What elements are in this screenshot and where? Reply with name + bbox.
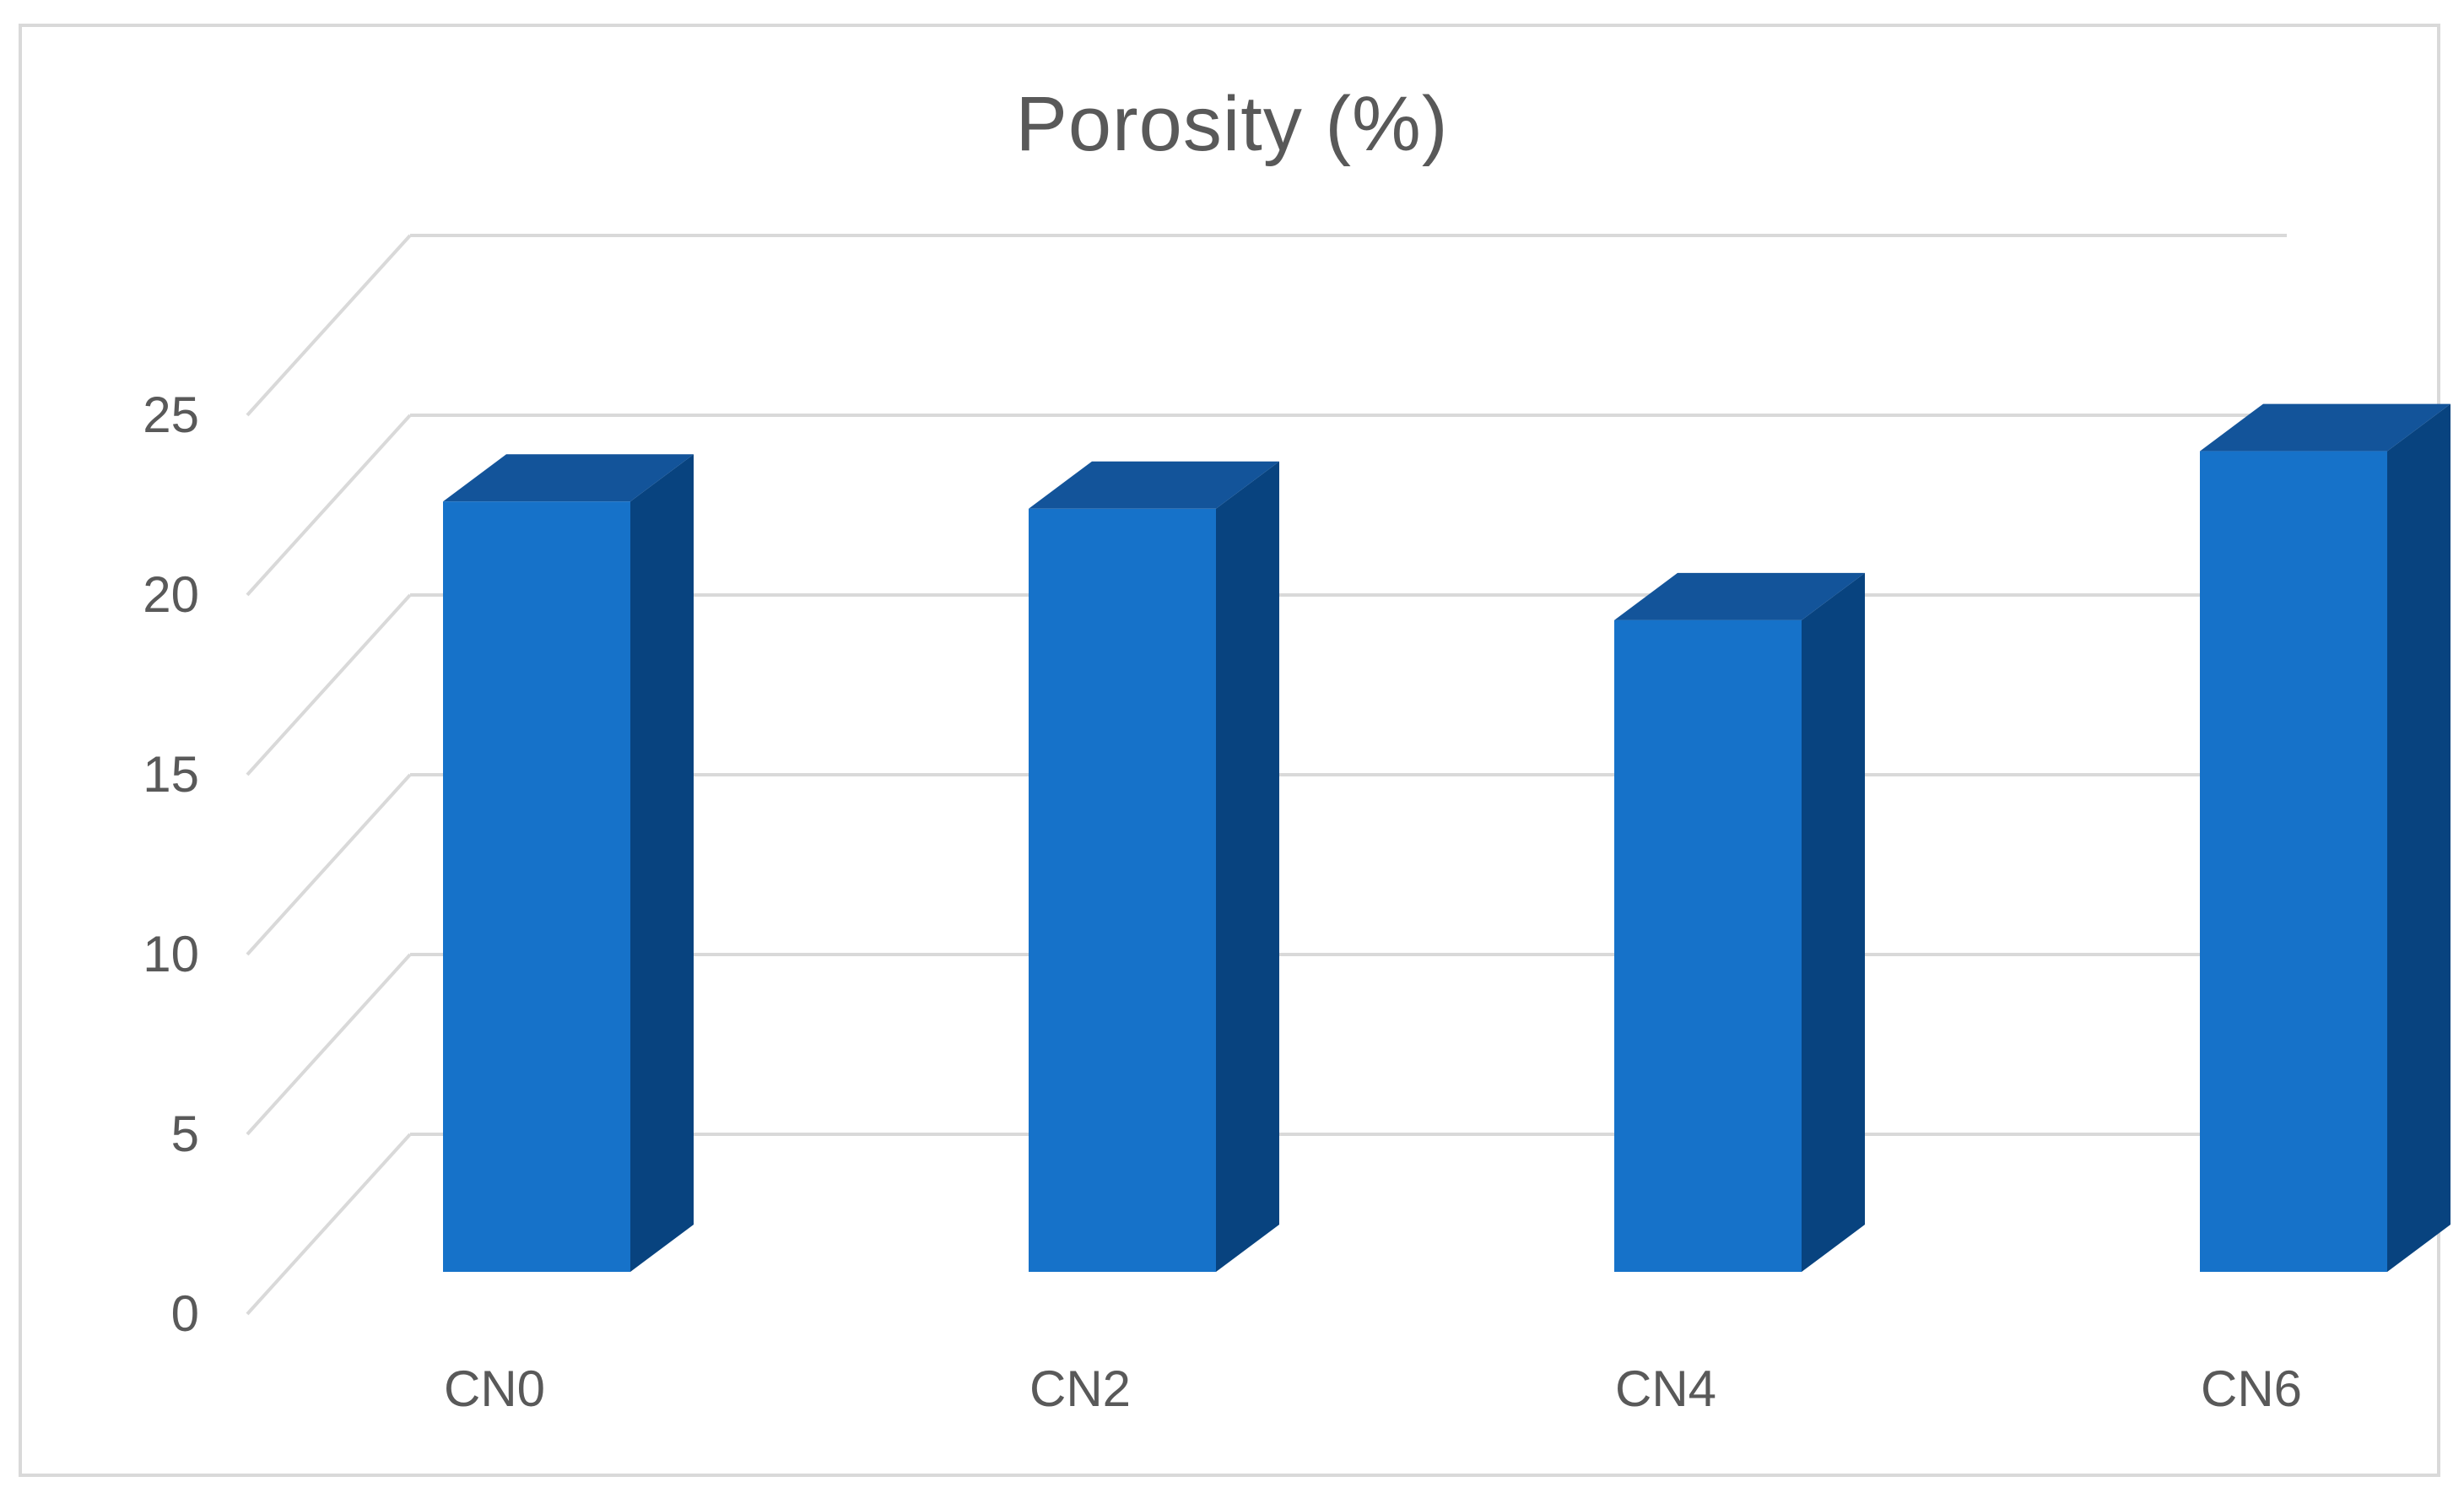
y-tick-label: 25: [143, 387, 199, 443]
x-tick-label: CN0: [444, 1360, 545, 1417]
bar-cn4: [1614, 572, 1865, 1272]
gridline-diagonal: [246, 593, 412, 776]
bar-side: [1802, 572, 1865, 1272]
y-tick-label: 0: [171, 1285, 199, 1342]
x-tick-label: CN6: [2201, 1360, 2302, 1417]
bar-top: [443, 454, 694, 502]
bar: [443, 501, 630, 1272]
bar-side: [2387, 403, 2450, 1273]
x-tick-label: CN2: [1029, 1360, 1131, 1417]
y-axis-ticks: 0 5 10 15 20 25: [143, 387, 199, 1342]
x-tick-label: CN4: [1615, 1360, 1716, 1417]
gridlines: [246, 234, 2287, 1316]
bar-side: [630, 454, 694, 1272]
x-axis-ticks: CN0 CN2 CN4 CN6: [444, 1360, 2302, 1417]
bar: [1029, 508, 1216, 1272]
bar-top: [1614, 572, 1865, 620]
bar-side: [1216, 461, 1279, 1272]
gridline-diagonal: [246, 1133, 412, 1316]
y-tick-label: 10: [143, 926, 199, 982]
bar-cn6: [2200, 403, 2450, 1273]
gridline-diagonal: [246, 414, 412, 597]
y-tick-label: 15: [143, 746, 199, 803]
y-tick-label: 5: [171, 1106, 199, 1162]
gridline-diagonal: [246, 773, 412, 956]
y-tick-label: 20: [143, 566, 199, 623]
bar-top: [2200, 403, 2450, 452]
bar-top: [1029, 461, 1279, 509]
chart-title: Porosity (%): [1015, 81, 1449, 167]
bar: [1614, 619, 1802, 1272]
bar-cn2: [1029, 461, 1279, 1272]
bar-cn0: [443, 454, 694, 1272]
bar: [2200, 451, 2387, 1272]
gridline-diagonal: [246, 234, 412, 417]
gridline-diagonal: [246, 953, 412, 1136]
bars: [443, 403, 2450, 1273]
